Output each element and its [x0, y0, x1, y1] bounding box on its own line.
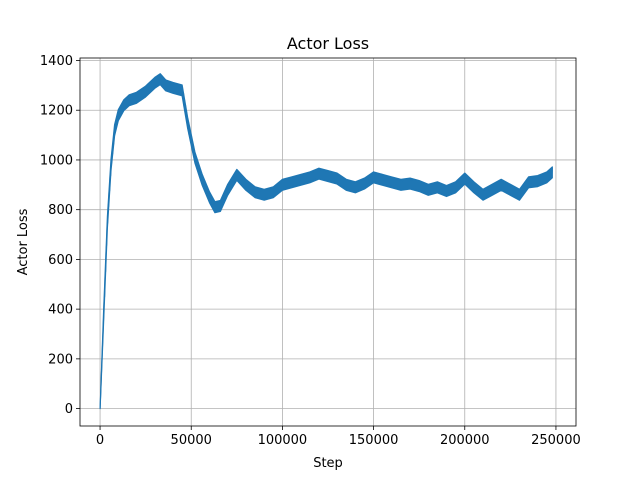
x-axis-label: Step — [313, 456, 343, 471]
y-tick-label: 800 — [48, 203, 73, 218]
y-axis: 0 200 400 600 800 1000 1200 1400 — [40, 54, 80, 417]
x-tick-label: 150000 — [349, 433, 399, 448]
x-tick-label: 250000 — [531, 433, 581, 448]
series-layer — [99, 73, 553, 410]
y-tick-label: 400 — [48, 303, 73, 318]
y-axis-label: Actor Loss — [16, 208, 31, 275]
x-tick-label: 50000 — [171, 433, 212, 448]
y-tick-label: 200 — [48, 352, 73, 367]
y-tick-label: 600 — [48, 253, 73, 268]
grid — [80, 58, 576, 426]
series-line — [99, 74, 553, 409]
plot-frame — [79, 57, 577, 427]
x-axis: 0 50000 100000 150000 200000 250000 — [96, 426, 581, 448]
y-tick-label: 1400 — [40, 54, 73, 69]
x-tick-label: 0 — [96, 433, 104, 448]
chart-title: Actor Loss — [287, 34, 369, 53]
y-tick-label: 0 — [65, 402, 73, 417]
x-tick-label: 200000 — [440, 433, 490, 448]
y-tick-label: 1000 — [40, 153, 73, 168]
x-tick-label: 100000 — [258, 433, 308, 448]
y-tick-label: 1200 — [40, 104, 73, 119]
